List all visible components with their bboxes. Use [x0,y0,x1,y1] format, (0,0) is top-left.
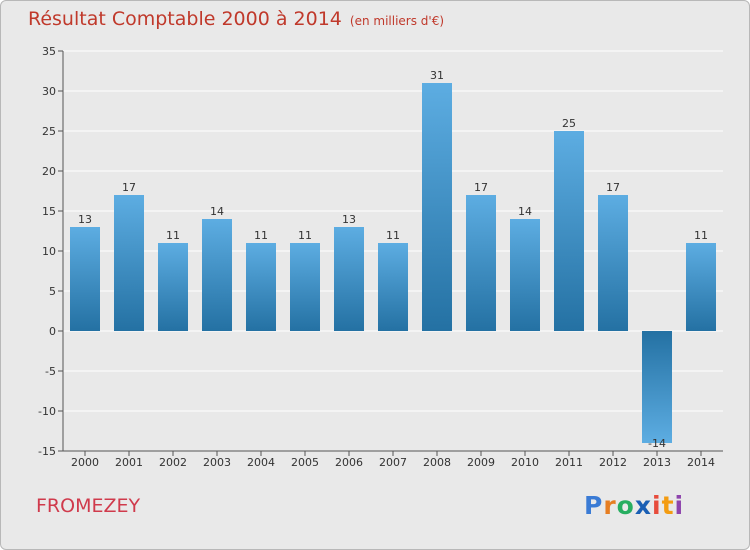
chart-title-text: Résultat Comptable 2000 à 2014 [28,8,342,30]
x-tick-label: 2006 [335,456,363,469]
bar-2009 [466,195,496,331]
logo-letter: o [616,491,635,520]
x-tick-label: 2007 [379,456,407,469]
bar-2004 [246,243,276,331]
data-label-2012: 17 [606,181,620,194]
data-label-2007: 11 [386,229,400,242]
x-tick-label: 2014 [687,456,715,469]
x-tick-label: 2001 [115,456,143,469]
bar-2007 [378,243,408,331]
data-label-2010: 14 [518,205,532,218]
bar-2001 [114,195,144,331]
data-label-2008: 31 [430,69,444,82]
bar-2006 [334,227,364,331]
x-tick-label: 2013 [643,456,671,469]
y-tick-label: 10 [42,245,56,258]
data-label-2011: 25 [562,117,576,130]
x-tick-label: 2012 [599,456,627,469]
data-label-2004: 11 [254,229,268,242]
logo-letter: t [661,491,675,520]
chart-subtitle: (en milliers d'€) [349,14,445,28]
x-tick-label: 2010 [511,456,539,469]
data-label-2014: 11 [694,229,708,242]
y-tick-label: 0 [49,325,56,338]
logo-letter: x [634,491,652,520]
x-tick-label: 2008 [423,456,451,469]
data-label-2005: 11 [298,229,312,242]
data-label-2006: 13 [342,213,356,226]
logo-letter: P [584,491,604,520]
y-tick-label: -15 [38,445,56,458]
x-tick-label: 2000 [71,456,99,469]
x-tick-label: 2005 [291,456,319,469]
y-tick-label: 25 [42,125,56,138]
commune-name: FROMEZEY [36,495,141,517]
data-label-2003: 14 [210,205,224,218]
y-tick-label: 15 [42,205,56,218]
x-tick-label: 2004 [247,456,275,469]
logo-letter: i [652,491,662,520]
y-tick-label: -5 [45,365,56,378]
logo-letter: r [603,491,617,520]
bar-2005 [290,243,320,331]
bar-2013 [642,331,672,443]
data-label-2002: 11 [166,229,180,242]
bar-2011 [554,131,584,331]
y-tick-label: 35 [42,45,56,58]
y-tick-label: 20 [42,165,56,178]
logo-letter: i [674,491,685,520]
data-label-2013: -14 [648,437,666,450]
data-label-2009: 17 [474,181,488,194]
x-tick-label: 2002 [159,456,187,469]
bar-2002 [158,243,188,331]
data-label-2000: 13 [78,213,92,226]
chart-title: Résultat Comptable 2000 à 2014 (en millie… [28,8,444,30]
bar-2012 [598,195,628,331]
data-label-2001: 17 [122,181,136,194]
y-tick-label: 5 [49,285,56,298]
bar-2014 [686,243,716,331]
x-tick-label: 2003 [203,456,231,469]
bar-2010 [510,219,540,331]
proxiti-logo: Proxiti [584,491,684,520]
bar-2003 [202,219,232,331]
x-tick-label: 2009 [467,456,495,469]
y-tick-label: -10 [38,405,56,418]
bar-2000 [70,227,100,331]
bar-2008 [422,83,452,331]
y-tick-label: 30 [42,85,56,98]
x-tick-label: 2011 [555,456,583,469]
